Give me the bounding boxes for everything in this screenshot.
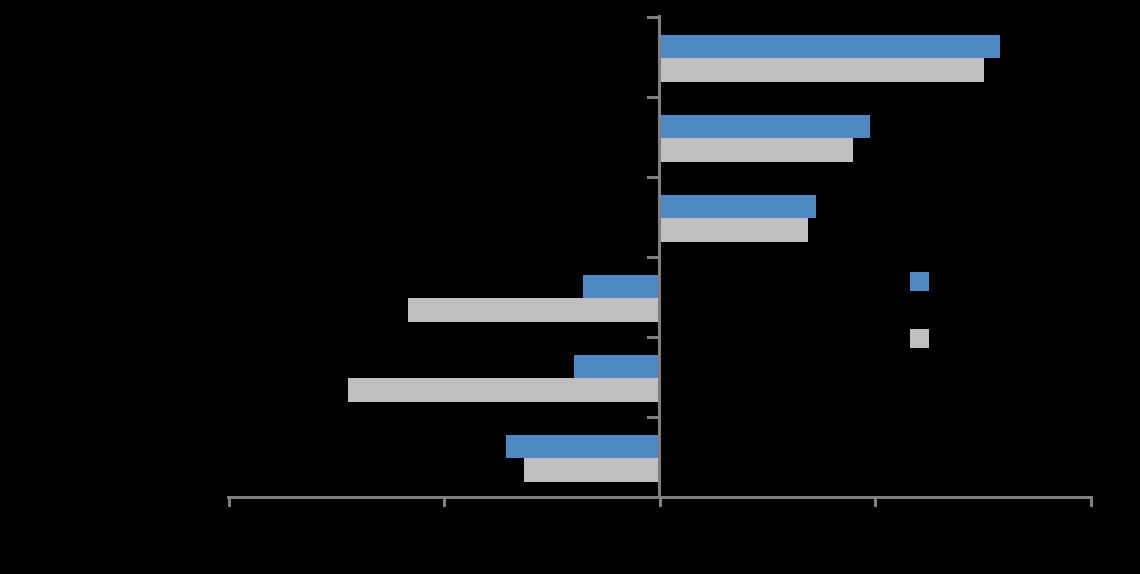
bar-series0-cat3: [583, 275, 660, 298]
bar-series0-cat1: [660, 115, 870, 138]
legend-swatch-0: [910, 272, 929, 291]
y-axis-tick-5: [647, 416, 660, 419]
y-axis-tick-0: [647, 16, 660, 19]
bar-series0-cat2: [660, 195, 816, 218]
bar-series1-cat4: [348, 378, 660, 402]
bar-series1-cat0: [660, 58, 984, 82]
legend-swatch-1: [910, 329, 929, 348]
x-axis-tick-2: [659, 497, 662, 507]
bar-series1-cat2: [660, 218, 808, 242]
bar-series0-cat0: [660, 35, 1000, 58]
y-axis-tick-2: [647, 176, 660, 179]
y-axis-tick-4: [647, 336, 660, 339]
bar-series1-cat1: [660, 138, 853, 162]
bar-series0-cat4: [574, 355, 660, 378]
x-axis-tick-1: [443, 497, 446, 507]
x-axis-tick-0: [228, 497, 231, 507]
x-axis-tick-3: [874, 497, 877, 507]
y-axis-tick-3: [647, 256, 660, 259]
x-axis-tick-4: [1090, 497, 1093, 507]
y-axis-tick-1: [647, 96, 660, 99]
bar-series1-cat5: [524, 458, 660, 482]
bar-series1-cat3: [408, 298, 660, 322]
bar-series0-cat5: [506, 435, 660, 458]
